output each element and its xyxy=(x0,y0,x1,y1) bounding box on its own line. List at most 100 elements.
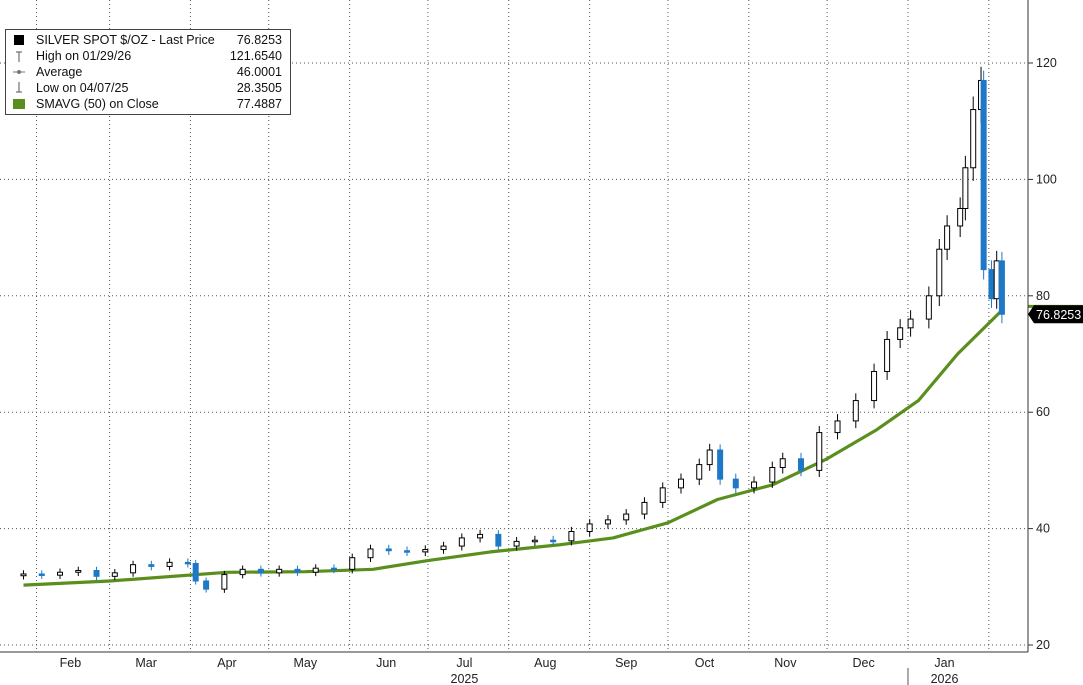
x-month-label: Jul xyxy=(456,656,472,670)
price-candle xyxy=(422,545,429,557)
high-marker-icon xyxy=(16,51,22,62)
legend-value: 77.4887 xyxy=(236,97,282,111)
price-candle xyxy=(604,515,611,529)
price-candle xyxy=(957,197,964,238)
sma-line xyxy=(23,309,1004,587)
price-candle xyxy=(148,560,155,571)
price-candle xyxy=(385,544,392,555)
price-candle xyxy=(816,425,823,477)
price-candle xyxy=(192,559,199,585)
x-month-label: Dec xyxy=(853,656,875,670)
price-candle xyxy=(203,577,210,593)
x-month-label: Sep xyxy=(615,656,637,670)
legend-value: 76.8253 xyxy=(236,33,282,47)
x-year-label: 2025 xyxy=(451,672,479,685)
legend-label: Average xyxy=(36,65,83,79)
last-price-label: 76.8253 xyxy=(1036,308,1081,322)
price-candle xyxy=(239,565,246,579)
price-candle xyxy=(312,564,319,577)
price-candle xyxy=(257,565,264,577)
price-candle xyxy=(477,529,484,543)
price-candle xyxy=(944,215,951,260)
price-candle xyxy=(798,452,805,477)
black-square-icon xyxy=(14,35,24,45)
price-candle xyxy=(907,310,914,337)
legend-entry-average: Average 46.0001 xyxy=(6,64,290,80)
price-candle xyxy=(884,331,891,380)
price-candle xyxy=(221,570,228,593)
low-marker-icon xyxy=(16,82,22,93)
price-candle xyxy=(550,535,557,546)
price-candle xyxy=(330,564,337,574)
price-candle xyxy=(696,458,703,486)
price-candle xyxy=(276,565,283,577)
price-candle xyxy=(988,260,995,308)
price-candle xyxy=(769,461,776,488)
price-candle xyxy=(166,558,173,571)
price-candle xyxy=(706,443,713,471)
y-tick-label: 80 xyxy=(1036,289,1050,303)
x-month-label: Oct xyxy=(695,656,715,670)
chart-legend: SILVER SPOT $/OZ - Last Price 76.8253 Hi… xyxy=(5,29,291,115)
price-candle xyxy=(677,473,684,494)
price-candle xyxy=(962,155,969,221)
y-tick-label: 40 xyxy=(1036,522,1050,536)
price-candle xyxy=(925,286,932,329)
price-candle xyxy=(970,96,977,181)
legend-label: High on 01/29/26 xyxy=(36,49,132,63)
price-candle xyxy=(404,546,411,557)
price-candle xyxy=(568,526,575,546)
legend-entry-low: Low on 04/07/25 28.3505 xyxy=(6,80,290,96)
legend-label: SILVER SPOT $/OZ - Last Price xyxy=(36,33,215,47)
price-candle xyxy=(111,569,118,581)
price-candle xyxy=(834,414,841,440)
x-month-label: Jan xyxy=(934,656,954,670)
price-candle xyxy=(513,537,520,551)
price-candle xyxy=(998,251,1005,324)
price-candle xyxy=(75,566,82,577)
x-month-label: Nov xyxy=(774,656,797,670)
price-candle xyxy=(294,565,301,577)
x-month-label: Apr xyxy=(217,656,236,670)
price-candle xyxy=(751,476,758,494)
price-candle xyxy=(936,238,943,307)
price-candle xyxy=(623,509,630,525)
legend-entry-sma: SMAVG (50) on Close 77.4887 xyxy=(6,96,290,112)
legend-entry-high: High on 01/29/26 121.6540 xyxy=(6,48,290,64)
price-candle xyxy=(440,541,447,554)
price-candle xyxy=(349,553,356,574)
legend-value: 46.0001 xyxy=(236,65,282,79)
legend-entry-last-price: SILVER SPOT $/OZ - Last Price 76.8253 xyxy=(6,32,290,48)
price-candles xyxy=(20,66,1005,593)
price-candle xyxy=(980,70,987,280)
average-marker-icon xyxy=(13,70,25,74)
price-candle xyxy=(458,533,465,551)
price-candle xyxy=(852,393,859,429)
price-candle xyxy=(184,558,191,568)
price-candle xyxy=(993,250,1000,309)
price-candle xyxy=(367,544,374,562)
price-candle xyxy=(586,519,593,537)
price-candle xyxy=(717,444,724,485)
price-candle xyxy=(659,482,666,508)
price-candle xyxy=(38,570,45,579)
x-month-label: Aug xyxy=(534,656,556,670)
y-tick-label: 60 xyxy=(1036,405,1050,419)
price-candle xyxy=(871,363,878,409)
x-year-label: 2026 xyxy=(931,672,959,685)
legend-label: SMAVG (50) on Close xyxy=(36,97,159,111)
price-candle xyxy=(93,566,100,581)
price-candle xyxy=(20,570,27,580)
price-candle xyxy=(495,530,502,551)
price-candle xyxy=(732,473,739,494)
y-tick-label: 20 xyxy=(1036,638,1050,652)
y-tick-label: 100 xyxy=(1036,172,1057,186)
price-candle xyxy=(57,568,64,579)
price-candle xyxy=(130,560,137,577)
green-square-icon xyxy=(13,99,25,109)
legend-value: 28.3505 xyxy=(236,81,282,95)
last-price-tag: 76.8253 xyxy=(1028,305,1083,324)
price-candle xyxy=(779,452,786,474)
